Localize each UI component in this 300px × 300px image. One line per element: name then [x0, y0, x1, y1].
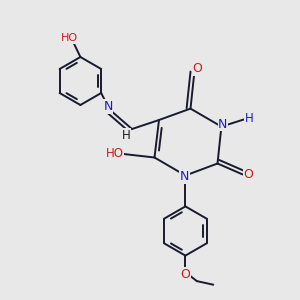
Text: H: H [245, 112, 254, 125]
Text: N: N [180, 170, 190, 184]
Text: H: H [122, 128, 130, 142]
Text: HO: HO [61, 33, 78, 43]
Text: O: O [193, 62, 202, 76]
Text: O: O [244, 168, 253, 181]
Text: O: O [181, 268, 190, 281]
Text: N: N [218, 118, 228, 131]
Text: N: N [103, 100, 113, 113]
Text: HO: HO [106, 147, 124, 160]
